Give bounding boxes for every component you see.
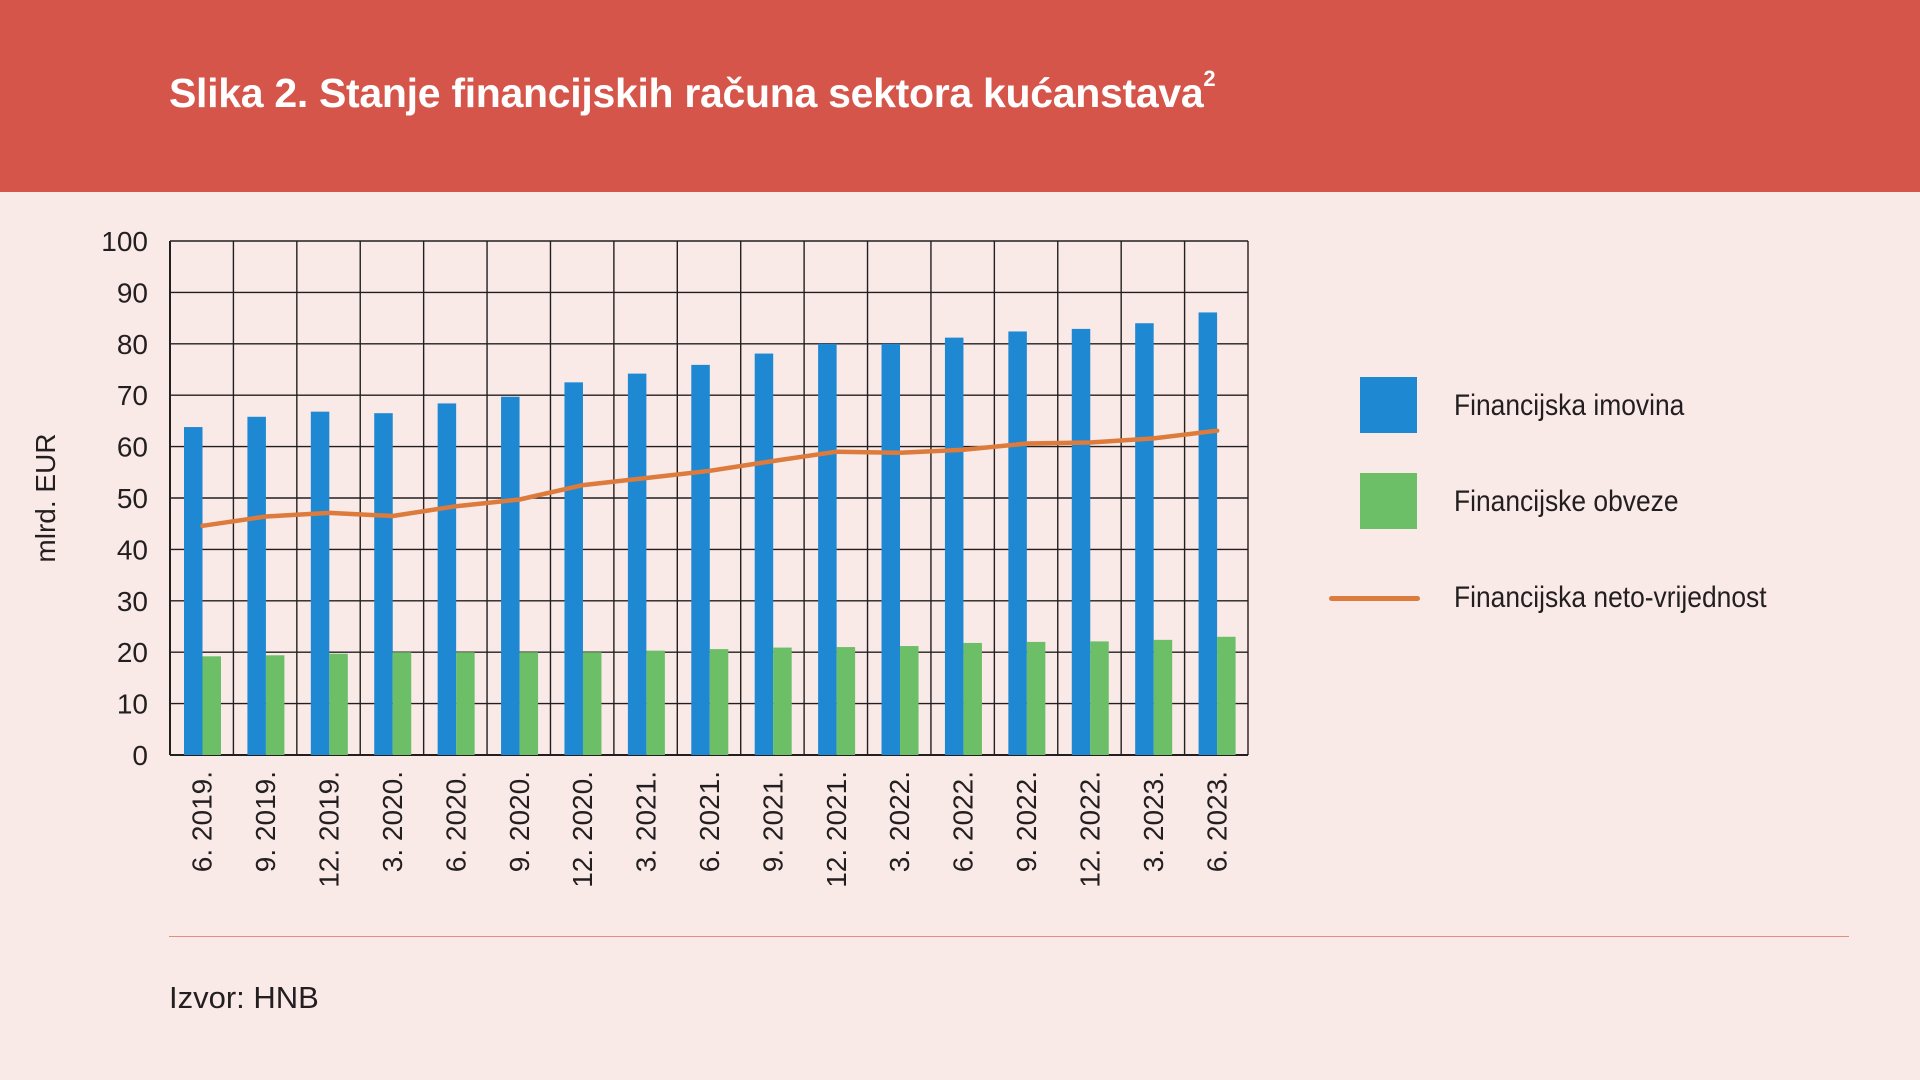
bar-financijske-obveze	[836, 647, 856, 755]
bar-financijske-obveze	[773, 647, 792, 755]
x-tick-label: 12. 2019.	[314, 771, 345, 888]
legend-swatch-imovina	[1360, 377, 1417, 433]
source-note: Izvor: HNB	[169, 980, 319, 1015]
bar-financijska-imovina	[818, 343, 837, 755]
y-tick-label: 40	[117, 534, 148, 565]
bar-financijska-imovina	[184, 427, 203, 755]
title-footnote-marker: 2	[1203, 66, 1216, 91]
bar-financijska-imovina	[1071, 328, 1091, 755]
y-tick-label: 30	[117, 586, 148, 617]
x-tick-label: 9. 2020.	[504, 771, 535, 872]
legend-item-imovina: Financijska imovina	[1320, 377, 1880, 437]
chart-title: Slika 2. Stanje financijskih računa sekt…	[169, 66, 1216, 117]
x-tick-label: 3. 2021.	[631, 771, 662, 872]
bar-financijske-obveze	[646, 650, 665, 755]
y-tick-label: 0	[132, 740, 148, 771]
y-tick-label: 50	[117, 483, 148, 514]
x-tick-label: 6. 2019.	[187, 771, 218, 872]
bar-financijska-imovina	[310, 411, 330, 755]
bar-financijska-imovina	[627, 373, 647, 755]
x-tick-label: 6. 2020.	[440, 771, 471, 872]
x-tick-label: 6. 2023.	[1201, 771, 1232, 872]
legend-swatch-obveze	[1360, 473, 1417, 529]
bar-financijske-obveze	[582, 652, 602, 755]
bar-financijska-imovina	[374, 413, 393, 755]
x-tick-label: 9. 2022.	[1011, 771, 1042, 872]
bar-financijska-imovina	[1198, 312, 1218, 755]
bar-financijska-imovina	[1135, 323, 1154, 755]
x-tick-label: 6. 2022.	[948, 771, 979, 872]
x-tick-label: 12. 2022.	[1074, 771, 1105, 888]
y-axis-label: mlrd. EUR	[30, 433, 61, 562]
y-tick-label: 80	[117, 329, 148, 360]
y-tick-label: 70	[117, 380, 148, 411]
bar-financijska-imovina	[691, 364, 710, 755]
bar-financijska-imovina	[881, 343, 901, 755]
bar-financijske-obveze	[1217, 636, 1236, 755]
bar-financijske-obveze	[963, 642, 982, 755]
x-tick-label: 9. 2019.	[250, 771, 281, 872]
bar-financijska-imovina	[944, 337, 964, 755]
x-tick-label: 9. 2021.	[757, 771, 788, 872]
bar-financijske-obveze	[392, 652, 412, 755]
bar-financijska-imovina	[437, 403, 457, 755]
x-tick-label: 3. 2023.	[1138, 771, 1169, 872]
bar-financijska-imovina	[754, 353, 774, 755]
x-tick-label: 6. 2021.	[694, 771, 725, 872]
header-banner: Slika 2. Stanje financijskih računa sekt…	[0, 0, 1920, 192]
x-tick-label: 3. 2022.	[884, 771, 915, 872]
legend-item-obveze: Financijske obveze	[1320, 473, 1880, 533]
bar-financijske-obveze	[519, 652, 539, 755]
bar-financijske-obveze	[329, 653, 348, 755]
legend-label-obveze: Financijske obveze	[1454, 485, 1679, 518]
legend-label-neto: Financijska neto-vrijednost	[1454, 581, 1767, 614]
x-tick-label: 3. 2020.	[377, 771, 408, 872]
line-financijska-neto-vrijednost	[200, 428, 1220, 529]
bar-financijske-obveze	[456, 652, 475, 755]
chart-title-text: Slika 2. Stanje financijskih računa sekt…	[169, 70, 1204, 116]
y-tick-label: 90	[117, 277, 148, 308]
bar-financijske-obveze	[202, 656, 221, 755]
bar-financijska-imovina	[1008, 331, 1027, 755]
x-tick-label: 12. 2021.	[821, 771, 852, 888]
bar-financijska-imovina	[247, 416, 266, 755]
y-tick-label: 100	[101, 226, 148, 257]
bar-financijska-imovina	[501, 396, 520, 755]
bar-financijske-obveze	[709, 649, 729, 755]
bar-financijska-imovina	[564, 382, 583, 755]
bar-financijske-obveze	[1153, 639, 1173, 755]
legend-line-neto	[1329, 596, 1420, 601]
footer-divider	[169, 936, 1849, 937]
bar-financijske-obveze	[1090, 641, 1109, 755]
legend-label-imovina: Financijska imovina	[1454, 389, 1685, 422]
bar-financijske-obveze	[1026, 641, 1046, 755]
bar-financijske-obveze	[265, 655, 285, 755]
y-tick-label: 60	[117, 432, 148, 463]
y-tick-label: 10	[117, 689, 148, 720]
x-tick-label: 12. 2020.	[567, 771, 598, 888]
bar-financijske-obveze	[900, 646, 919, 755]
y-tick-label: 20	[117, 637, 148, 668]
chart-plot: 0 10 20 30 40 50 60 70 80 90 100 6. 2019. 9. 2019. 12…	[30, 226, 1249, 888]
legend-item-neto: Financijska neto-vrijednost	[1320, 569, 1880, 629]
